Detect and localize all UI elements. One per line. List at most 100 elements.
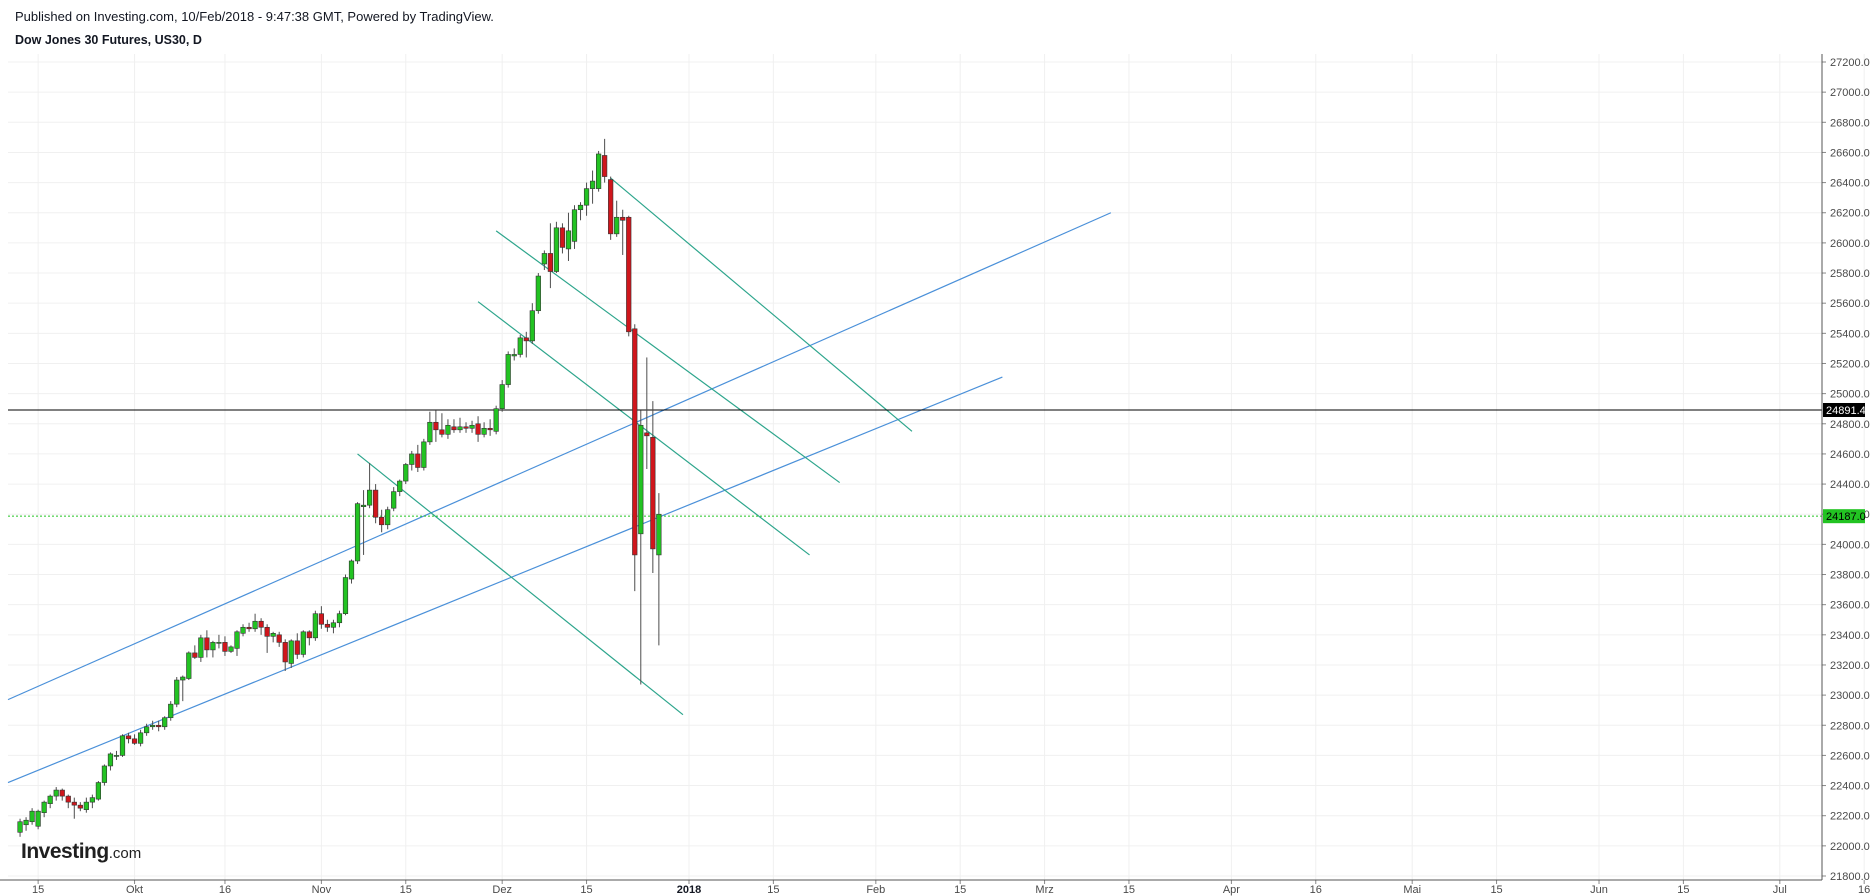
x-axis: 15 Okt 16 Nov 15 Dez 15 2018 15 Feb 15 Mrz 15 Apr 16 Ma… <box>0 879 1870 896</box>
candle-down <box>620 216 626 221</box>
candle-up <box>47 795 53 804</box>
trendline <box>357 453 684 716</box>
candles <box>17 138 662 837</box>
candle-down <box>632 328 638 556</box>
x-tick-label: Apr <box>1223 884 1240 896</box>
candle-down <box>125 735 132 740</box>
y-tick-label: 25200.0 <box>1830 358 1870 370</box>
candle-down <box>204 637 210 651</box>
chart-grid <box>8 54 1865 880</box>
candle-up <box>565 230 572 250</box>
y-tick-label: 23000.0 <box>1830 690 1870 702</box>
x-tick-label: 15 <box>1123 884 1135 896</box>
candle-up <box>150 724 156 728</box>
candle-down <box>487 427 493 431</box>
candle-up <box>198 637 204 658</box>
investing-logo: Investing.com <box>21 840 141 864</box>
x-tick-label: 15 <box>767 884 779 896</box>
candle-down <box>77 804 83 809</box>
current-price-badge <box>1823 509 1865 524</box>
y-tick-label: 26600.0 <box>1830 147 1870 159</box>
candle-up <box>505 354 511 385</box>
y-tick-label: 23800.0 <box>1830 570 1870 582</box>
candle-up <box>270 633 276 637</box>
candle-down <box>318 613 324 625</box>
y-tick-label: 27000.0 <box>1830 87 1870 99</box>
y-tick-label: 25600.0 <box>1830 298 1870 310</box>
y-tick-label: 24000.0 <box>1830 539 1870 551</box>
candle-up <box>511 354 517 357</box>
logo-brand: Investing <box>21 840 109 863</box>
candle-up <box>17 821 23 833</box>
x-tick-label: Okt <box>126 884 143 896</box>
candle-up <box>89 797 95 803</box>
candle-down <box>547 253 553 272</box>
candle-down <box>222 642 228 652</box>
trendline <box>610 177 913 432</box>
candle-up <box>29 810 35 823</box>
candle-down <box>276 634 282 643</box>
candle-up <box>162 717 168 728</box>
candle-up <box>469 424 475 429</box>
candle-up <box>529 310 535 342</box>
candle-down <box>282 642 288 663</box>
candle-up <box>360 504 367 507</box>
candle-up <box>583 188 590 206</box>
candle-down <box>131 738 138 744</box>
published-note: Published on Investing.com, 10/Feb/2018 … <box>15 9 494 24</box>
candle-up <box>35 810 41 827</box>
candle-up <box>385 509 391 526</box>
candle-down <box>306 631 312 639</box>
candle-up <box>228 646 234 652</box>
reference-price-label: 24891.4 <box>1826 405 1866 417</box>
candle-down <box>523 337 529 342</box>
x-tick-label: Mai <box>1403 884 1421 896</box>
y-tick-label: 24800.0 <box>1830 419 1870 431</box>
trendline <box>495 230 841 484</box>
trendline <box>7 212 1112 701</box>
candle-up <box>391 491 397 509</box>
x-tick-label: Feb <box>866 884 885 896</box>
x-tick-label: Dez <box>492 884 512 896</box>
y-tick-label: 23400.0 <box>1830 630 1870 642</box>
candle-up <box>342 577 349 615</box>
price-labels: 24891.4 24187.0 <box>1823 403 1866 524</box>
y-tick-label: 23600.0 <box>1830 600 1870 612</box>
logo-suffix: .com <box>108 845 142 862</box>
price-lines <box>8 409 1822 517</box>
candle-down <box>451 426 457 431</box>
candle-up <box>445 424 451 435</box>
candle-down <box>379 516 385 526</box>
y-tick-label: 22000.0 <box>1830 841 1870 853</box>
y-tick-label: 22600.0 <box>1830 750 1870 762</box>
candle-up <box>216 642 222 644</box>
y-tick-label: 23200.0 <box>1830 660 1870 672</box>
x-tick-label: 15 <box>400 884 412 896</box>
y-tick-label: 26000.0 <box>1830 238 1870 250</box>
candle-down <box>559 227 566 248</box>
candle-up <box>95 782 101 800</box>
candle-up <box>336 613 343 624</box>
candle-up <box>180 676 186 681</box>
trendline <box>7 376 1003 784</box>
y-tick-label: 24600.0 <box>1830 449 1870 461</box>
x-tick-label: 15 <box>32 884 44 896</box>
candle-down <box>324 623 331 628</box>
candle-up <box>234 631 240 649</box>
candle-down <box>433 421 439 431</box>
candle-up <box>656 513 662 556</box>
candle-up <box>403 464 409 482</box>
y-tick-label: 26400.0 <box>1830 178 1870 190</box>
candle-up <box>240 626 246 634</box>
candle-up <box>614 216 620 235</box>
candle-down <box>650 437 656 550</box>
candle-down <box>475 423 481 435</box>
candle-up <box>53 789 59 797</box>
y-tick-label: 25800.0 <box>1830 268 1870 280</box>
candle-up <box>553 227 560 272</box>
trendlines <box>7 177 1112 784</box>
y-tick-label: 25000.0 <box>1830 389 1870 401</box>
x-tick-label: 15 <box>954 884 966 896</box>
x-tick-label: 15 <box>580 884 592 896</box>
